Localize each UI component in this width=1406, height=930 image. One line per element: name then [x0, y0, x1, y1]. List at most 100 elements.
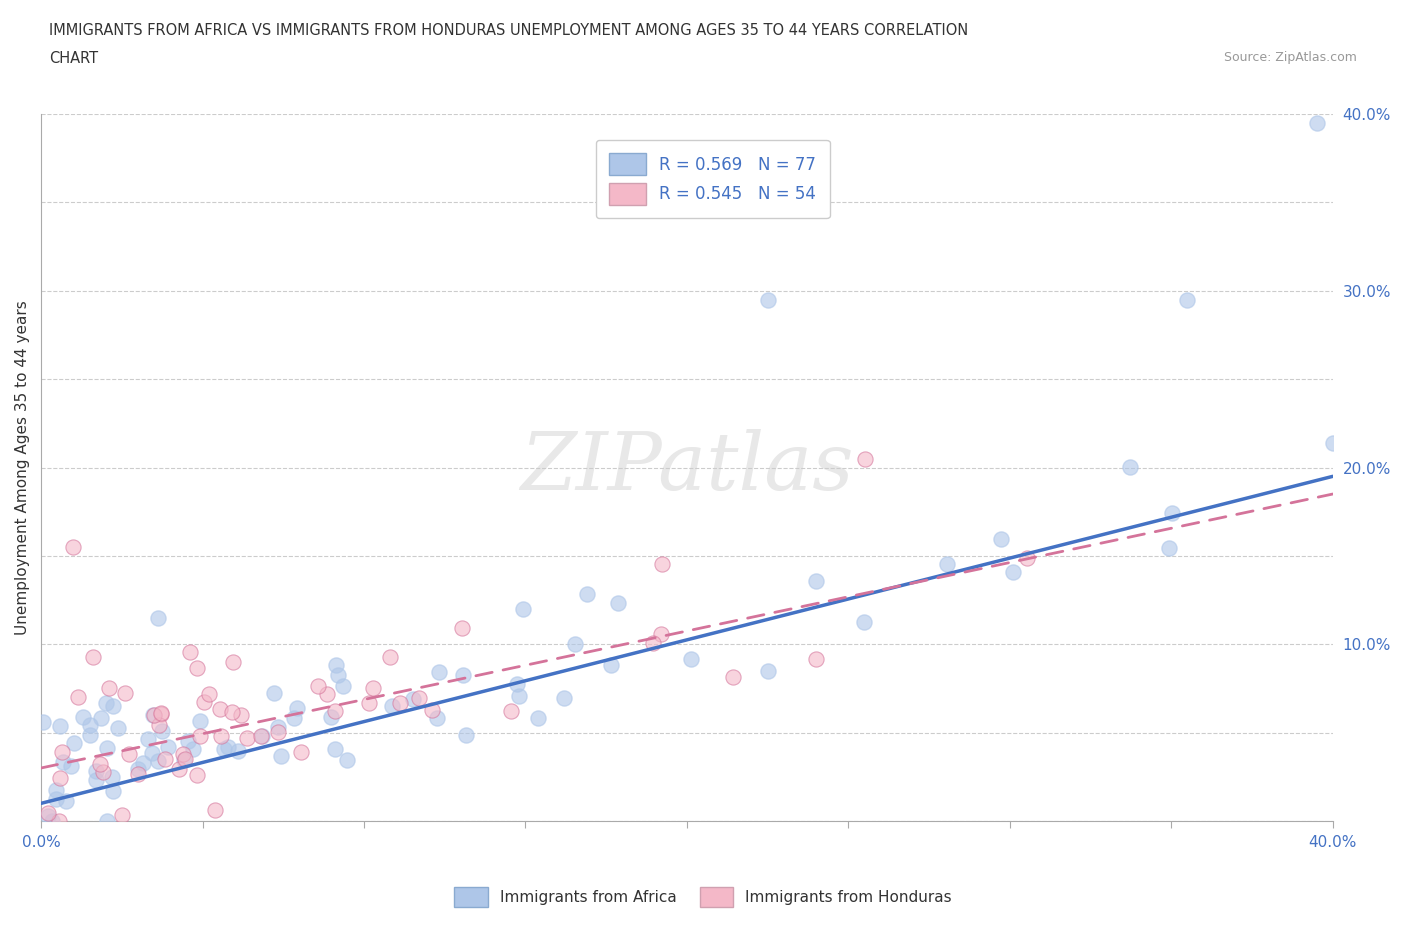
- Point: [142, 708, 165, 723]
- Point: [186, 767, 208, 782]
- Point: [52, 754, 75, 769]
- Point: [427, 664, 450, 679]
- Point: [721, 670, 744, 684]
- Point: [325, 658, 347, 672]
- Point: [90, 711, 112, 725]
- Point: [1015, 551, 1038, 565]
- Point: [96, 741, 118, 756]
- Point: [402, 692, 425, 707]
- Point: [114, 686, 136, 701]
- Point: [388, 696, 411, 711]
- Point: [221, 655, 243, 670]
- Point: [45, 791, 67, 806]
- Point: [323, 704, 346, 719]
- Point: [270, 749, 292, 764]
- Point: [181, 742, 204, 757]
- Point: [157, 739, 180, 754]
- Point: [564, 637, 586, 652]
- Point: [267, 724, 290, 739]
- Point: [451, 667, 474, 682]
- Point: [506, 676, 529, 691]
- Point: [45, 782, 67, 797]
- Point: [197, 686, 219, 701]
- Point: [326, 667, 349, 682]
- Point: [651, 556, 673, 571]
- Point: [186, 660, 208, 675]
- Point: [217, 739, 239, 754]
- Point: [1157, 540, 1180, 555]
- Point: [49, 770, 72, 785]
- Point: [204, 803, 226, 817]
- Point: [96, 814, 118, 829]
- Point: [607, 596, 630, 611]
- Point: [107, 721, 129, 736]
- Point: [153, 751, 176, 766]
- Text: IMMIGRANTS FROM AFRICA VS IMMIGRANTS FROM HONDURAS UNEMPLOYMENT AMONG AGES 35 TO: IMMIGRANTS FROM AFRICA VS IMMIGRANTS FRO…: [49, 23, 969, 38]
- Point: [235, 730, 257, 745]
- Point: [62, 539, 84, 554]
- Point: [79, 728, 101, 743]
- Point: [37, 805, 59, 820]
- Point: [97, 681, 120, 696]
- Point: [84, 773, 107, 788]
- Point: [91, 764, 114, 779]
- Point: [1322, 435, 1344, 450]
- Point: [408, 691, 430, 706]
- Point: [79, 717, 101, 732]
- Point: [188, 728, 211, 743]
- Point: [553, 691, 575, 706]
- Point: [41, 814, 63, 829]
- Y-axis label: Unemployment Among Ages 35 to 44 years: Unemployment Among Ages 35 to 44 years: [15, 300, 30, 635]
- Point: [118, 747, 141, 762]
- Point: [359, 696, 381, 711]
- Point: [319, 710, 342, 724]
- Point: [172, 746, 194, 761]
- Point: [756, 292, 779, 307]
- Point: [32, 714, 55, 729]
- Point: [72, 710, 94, 724]
- Point: [756, 663, 779, 678]
- Point: [226, 744, 249, 759]
- Point: [179, 645, 201, 660]
- Point: [600, 658, 623, 672]
- Point: [450, 620, 472, 635]
- Point: [150, 724, 173, 738]
- Point: [111, 807, 134, 822]
- Point: [94, 696, 117, 711]
- Point: [315, 686, 337, 701]
- Point: [150, 707, 173, 722]
- Point: [250, 729, 273, 744]
- Point: [1177, 292, 1199, 307]
- Point: [148, 718, 170, 733]
- Point: [132, 755, 155, 770]
- Point: [1305, 115, 1327, 130]
- Point: [853, 451, 876, 466]
- Point: [806, 574, 828, 589]
- Point: [177, 734, 200, 749]
- Point: [1118, 459, 1140, 474]
- Point: [209, 729, 232, 744]
- Point: [66, 689, 89, 704]
- Point: [285, 701, 308, 716]
- Point: [501, 704, 523, 719]
- Point: [89, 757, 111, 772]
- Point: [508, 688, 530, 703]
- Point: [149, 706, 172, 721]
- Point: [141, 746, 163, 761]
- Point: [142, 708, 165, 723]
- Point: [1002, 565, 1025, 579]
- Point: [60, 758, 83, 773]
- Point: [381, 698, 404, 713]
- Point: [167, 762, 190, 777]
- Point: [209, 701, 232, 716]
- Point: [336, 752, 359, 767]
- Point: [512, 602, 534, 617]
- Point: [526, 711, 548, 725]
- Point: [173, 752, 195, 767]
- Point: [84, 764, 107, 778]
- Point: [679, 651, 702, 666]
- Point: [575, 587, 598, 602]
- Point: [456, 728, 478, 743]
- Point: [37, 808, 59, 823]
- Point: [804, 652, 827, 667]
